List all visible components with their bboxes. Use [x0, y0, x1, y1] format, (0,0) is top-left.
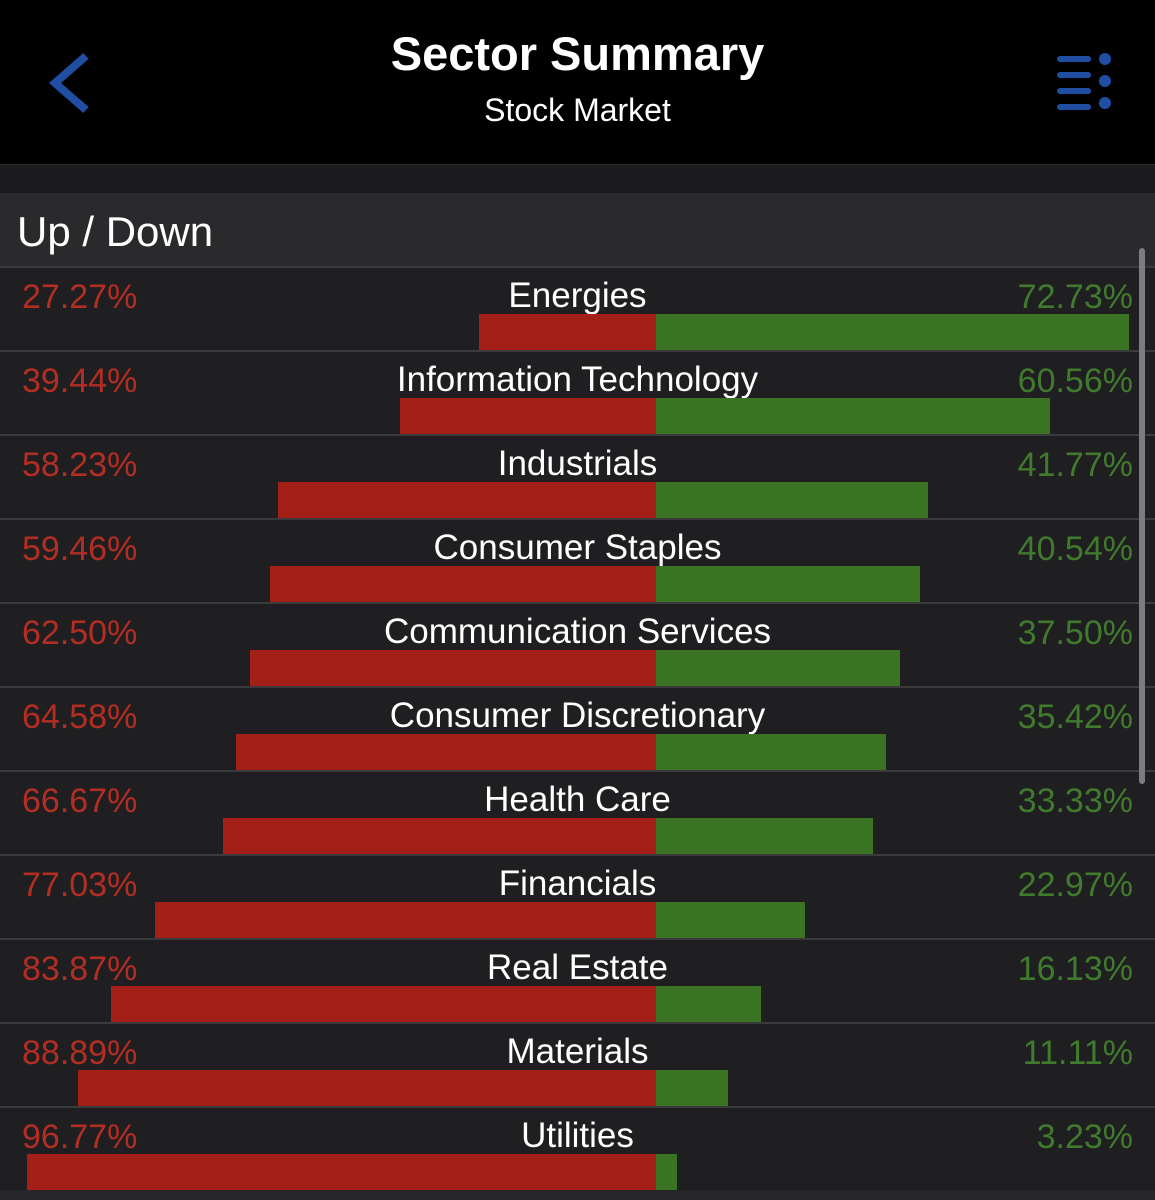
up-bar [656, 902, 806, 938]
up-bar [656, 566, 920, 602]
up-percentage: 16.13% [1017, 950, 1133, 988]
up-percentage: 60.56% [1017, 362, 1133, 400]
sector-name: Materials [506, 1032, 649, 1071]
up-percentage: 22.97% [1017, 866, 1133, 904]
down-percentage: 39.44% [22, 362, 138, 400]
sector-row[interactable]: 66.67% Health Care 33.33% [0, 770, 1155, 854]
sector-name: Health Care [484, 780, 671, 819]
section-header: Up / Down [0, 193, 1155, 266]
up-bar [656, 650, 900, 686]
sector-row[interactable]: 39.44% Information Technology 60.56% [0, 350, 1155, 434]
sector-list-panel: Up / Down 27.27% Energies 72.73% 39.44% Info… [0, 193, 1155, 1200]
down-bar [269, 566, 656, 602]
down-percentage: 59.46% [22, 530, 138, 568]
page-subtitle: Stock Market [484, 92, 671, 128]
up-bar [656, 734, 887, 770]
sector-name: Utilities [521, 1116, 634, 1155]
sector-row[interactable]: 27.27% Energies 72.73% [0, 266, 1155, 350]
sector-row[interactable]: 62.50% Communication Services 37.50% [0, 602, 1155, 686]
down-bar [155, 902, 656, 938]
sector-name: Consumer Staples [433, 528, 722, 567]
sector-row[interactable]: 96.77% Utilities 3.23% [0, 1106, 1155, 1190]
sector-row[interactable]: 83.87% Real Estate 16.13% [0, 938, 1155, 1022]
up-bar [656, 1154, 677, 1190]
down-percentage: 64.58% [22, 698, 138, 736]
up-percentage: 11.11% [1022, 1034, 1133, 1072]
down-bar [277, 482, 656, 518]
sector-row[interactable]: 58.23% Industrials 41.77% [0, 434, 1155, 518]
sector-name: Consumer Discretionary [389, 696, 766, 735]
down-bar [249, 650, 656, 686]
sector-name: Energies [508, 276, 647, 315]
sector-name: Information Technology [396, 360, 759, 399]
sector-name: Industrials [497, 444, 658, 483]
up-percentage: 41.77% [1017, 446, 1133, 484]
up-bar [656, 818, 873, 854]
up-percentage: 72.73% [1017, 278, 1133, 316]
down-bar [236, 734, 656, 770]
sector-row[interactable]: 59.46% Consumer Staples 40.54% [0, 518, 1155, 602]
sector-row[interactable]: 88.89% Materials 11.11% [0, 1022, 1155, 1106]
down-percentage: 88.89% [22, 1034, 138, 1072]
navigation-bar: Sector Summary Stock Market [0, 0, 1155, 165]
down-percentage: 62.50% [22, 614, 138, 652]
section-spacer [0, 165, 1155, 193]
down-bar [222, 818, 656, 854]
down-percentage: 66.67% [22, 782, 138, 820]
down-percentage: 77.03% [22, 866, 138, 904]
up-bar [656, 482, 928, 518]
down-bar [26, 1154, 656, 1190]
down-bar [110, 986, 656, 1022]
up-percentage: 33.33% [1017, 782, 1133, 820]
down-bar [478, 314, 656, 350]
sector-name: Financials [498, 864, 657, 903]
sector-name: Real Estate [487, 948, 668, 987]
up-percentage: 3.23% [1036, 1118, 1133, 1156]
back-button[interactable] [40, 40, 110, 125]
sector-name: Communication Services [383, 612, 772, 651]
page-title: Sector Summary [390, 27, 765, 80]
chevron-left-icon [48, 52, 89, 114]
up-bar [656, 398, 1050, 434]
down-bar [78, 1070, 656, 1106]
down-percentage: 96.77% [22, 1118, 138, 1156]
list-menu-icon [1057, 53, 1111, 110]
down-bar [399, 398, 656, 434]
up-bar [656, 1070, 729, 1106]
up-percentage: 37.50% [1017, 614, 1133, 652]
up-bar [656, 314, 1129, 350]
down-percentage: 58.23% [22, 446, 138, 484]
nav-divider [0, 164, 1155, 165]
sector-row[interactable]: 64.58% Consumer Discretionary 35.42% [0, 686, 1155, 770]
scrollbar[interactable] [1139, 248, 1145, 784]
sector-list: 27.27% Energies 72.73% 39.44% Information Te… [0, 266, 1155, 1190]
down-percentage: 27.27% [22, 278, 138, 316]
section-title: Up / Down [17, 208, 214, 255]
menu-button[interactable] [1052, 50, 1122, 115]
up-bar [656, 986, 761, 1022]
up-percentage: 35.42% [1017, 698, 1133, 736]
up-percentage: 40.54% [1017, 530, 1133, 568]
sector-row[interactable]: 77.03% Financials 22.97% [0, 854, 1155, 938]
down-percentage: 83.87% [22, 950, 138, 988]
